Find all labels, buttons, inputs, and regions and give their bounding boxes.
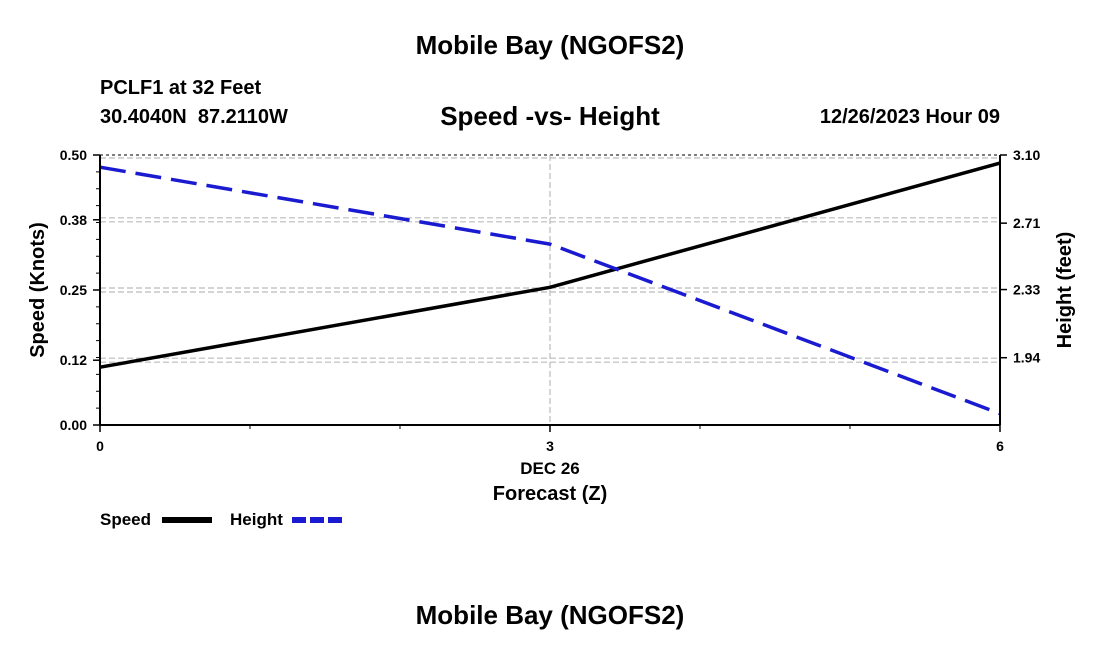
y-tick-label-right: 1.94 <box>1013 350 1040 366</box>
chart-subtitle: Speed -vs- Height <box>440 101 660 131</box>
legend-label-height: Height <box>230 510 283 529</box>
y-tick-label-left: 0.12 <box>60 352 87 368</box>
y-tick-label-right: 3.10 <box>1013 147 1040 163</box>
footer-title: Mobile Bay (NGOFS2) <box>415 600 685 630</box>
y-tick-label-left: 0.50 <box>60 147 87 163</box>
chart-title: Mobile Bay (NGOFS2) <box>415 30 685 60</box>
y-tick-label-left: 0.00 <box>60 417 87 433</box>
x-tick-label: 6 <box>996 438 1004 454</box>
x-tick-label: 0 <box>96 438 104 454</box>
station-label: PCLF1 at 32 Feet <box>100 77 262 99</box>
x-axis-date-label: DEC 26 <box>520 459 580 478</box>
coordinates-label: 30.4040N 87.2110W <box>100 106 288 128</box>
datetime-label: 12/26/2023 Hour 09 <box>819 106 1000 128</box>
series-line-speed <box>99 161 1001 369</box>
legend-label-speed: Speed <box>100 510 151 529</box>
y-axis-title-right: Height (feet) <box>1054 232 1076 349</box>
y-tick-label-right: 2.71 <box>1013 215 1040 231</box>
y-axis-title-left: Speed (Knots) <box>27 222 49 358</box>
x-axis-title: Forecast (Z) <box>493 483 607 505</box>
series-line-height <box>99 165 1001 416</box>
legend: Speed Height <box>100 510 342 529</box>
y-tick-label-left: 0.38 <box>60 212 87 228</box>
y-tick-label-left: 0.25 <box>60 282 87 298</box>
series-layer <box>99 161 1001 416</box>
grid-layer <box>100 154 1000 425</box>
x-tick-label: 3 <box>546 438 554 454</box>
axes-layer: 0.00 0.12 0.25 0.38 0.50 1.94 2.33 2.71 3.10 0 3 6 <box>60 147 1041 454</box>
y-tick-label-right: 2.33 <box>1013 282 1040 298</box>
